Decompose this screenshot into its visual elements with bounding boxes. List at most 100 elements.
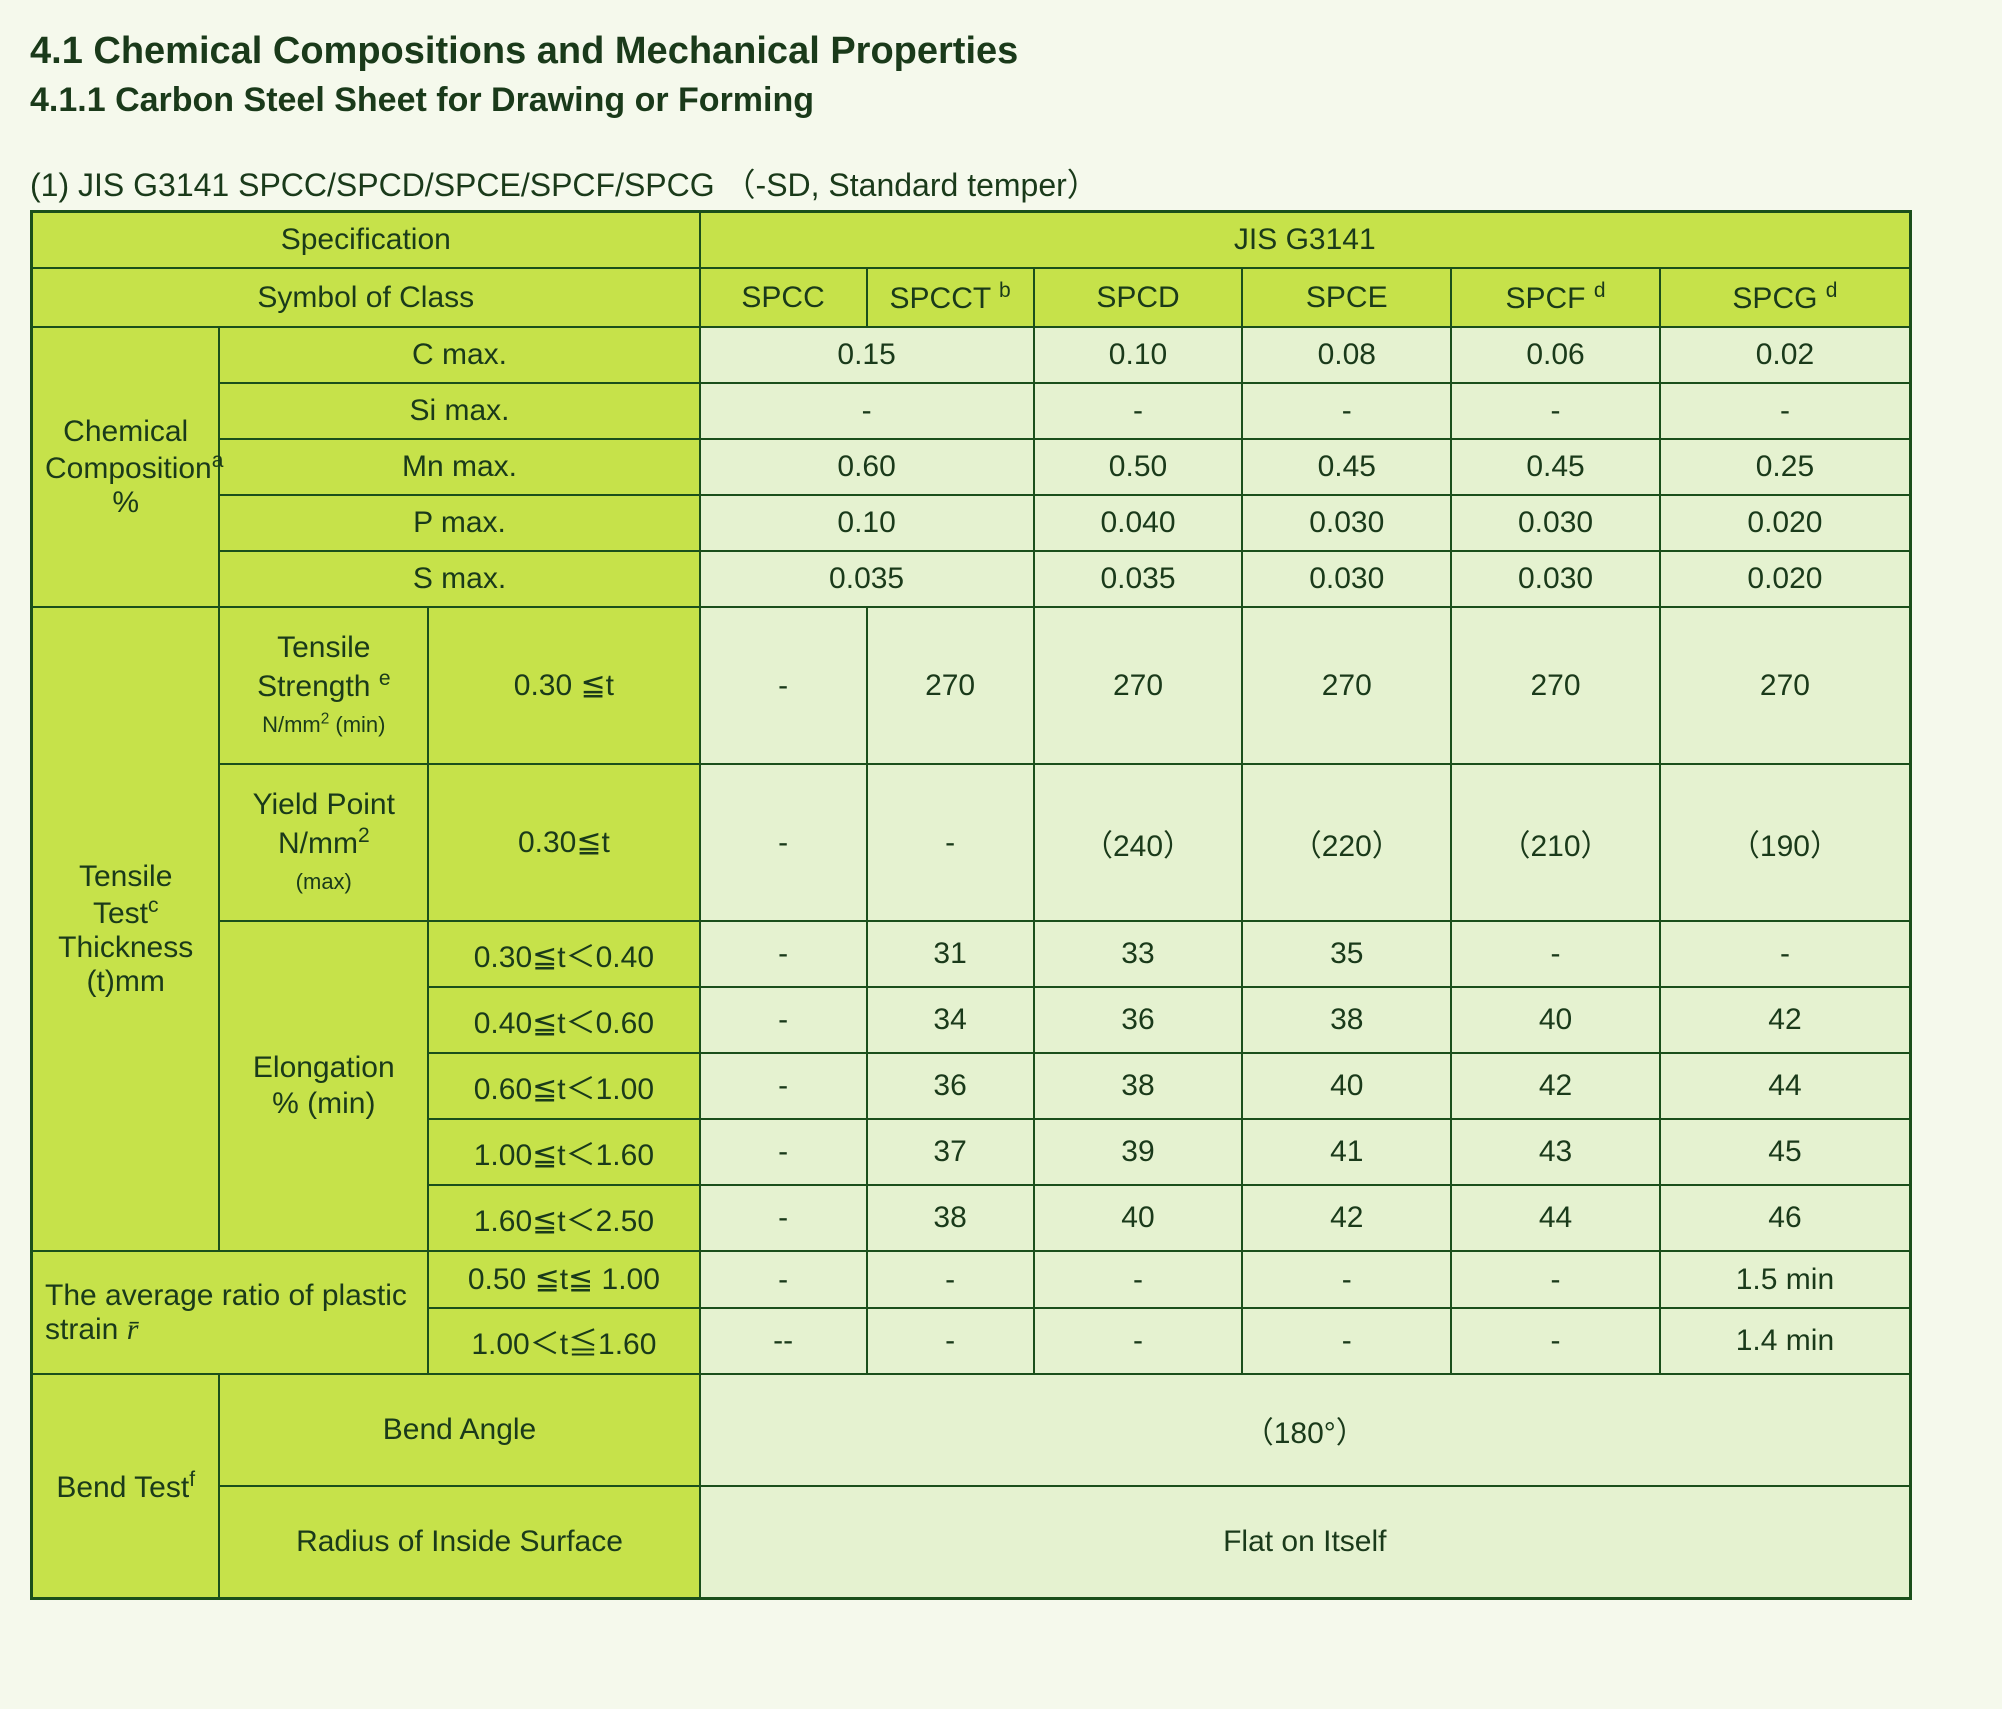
hdr-bend-radius: Radius of Inside Surface (219, 1486, 699, 1599)
hdr-chem-comp: ChemicalCompositiona% (32, 327, 220, 607)
plastic-val: - (1451, 1308, 1660, 1374)
chem-val: 0.040 (1034, 495, 1243, 551)
hdr-bend-test: Bend Testf (32, 1374, 220, 1599)
chem-val: 0.030 (1242, 551, 1451, 607)
elong-val: - (700, 987, 867, 1053)
elong-val: - (700, 1053, 867, 1119)
chem-val: 0.10 (1034, 327, 1243, 383)
bend-radius-value: Flat on Itself (700, 1486, 1911, 1599)
plastic-val: - (1242, 1308, 1451, 1374)
ts-val: 270 (1034, 607, 1243, 764)
table-caption-lhs: (1) JIS G3141 SPCC/SPCD/SPCE/SPCF/SPCG (30, 167, 715, 203)
chem-val: 0.60 (700, 439, 1034, 495)
hdr-yield-point: Yield PointN/mm2(max) (219, 764, 428, 921)
plastic-val: - (1242, 1251, 1451, 1308)
plastic-val: - (867, 1251, 1034, 1308)
ts-val: - (700, 607, 867, 764)
chem-row-3: P max. (219, 495, 699, 551)
hdr-tensile-test: Tensile TestcThickness(t)mm (32, 607, 220, 1251)
table-caption-rhs: （-SD, Standard temper） (724, 167, 1099, 203)
yp-thickness: 0.30≦t (428, 764, 699, 921)
elong-thickness-3: 1.00≦t＜1.60 (428, 1119, 699, 1185)
elong-val: 45 (1660, 1119, 1911, 1185)
chem-val: 0.50 (1034, 439, 1243, 495)
elong-val: 34 (867, 987, 1034, 1053)
bend-angle-value: （180°） (700, 1374, 1911, 1486)
hdr-symbol-of-class: Symbol of Class (32, 268, 700, 327)
ts-val: 270 (1242, 607, 1451, 764)
elong-thickness-0: 0.30≦t＜0.40 (428, 921, 699, 987)
chem-val: 0.10 (700, 495, 1034, 551)
elong-val: 38 (1034, 1053, 1243, 1119)
hdr-specification: Specification (32, 212, 700, 269)
chem-val: 0.06 (1451, 327, 1660, 383)
plastic-thickness-1: 1.00＜t≦1.60 (428, 1308, 699, 1374)
chem-val: - (1242, 383, 1451, 439)
chem-val: 0.15 (700, 327, 1034, 383)
ts-val: 270 (1660, 607, 1911, 764)
yp-val: （240） (1034, 764, 1243, 921)
hdr-class-SPCC: SPCC (700, 268, 867, 327)
elong-val: 42 (1660, 987, 1911, 1053)
plastic-val: 1.4 min (1660, 1308, 1911, 1374)
elong-val: 38 (867, 1185, 1034, 1251)
elong-val: 44 (1660, 1053, 1911, 1119)
elong-val: 44 (1451, 1185, 1660, 1251)
elong-val: 39 (1034, 1119, 1243, 1185)
elong-thickness-4: 1.60≦t＜2.50 (428, 1185, 699, 1251)
chem-val: 0.020 (1660, 495, 1911, 551)
elong-val: 37 (867, 1119, 1034, 1185)
elong-val: - (1451, 921, 1660, 987)
elong-val: 43 (1451, 1119, 1660, 1185)
chem-row-0: C max. (219, 327, 699, 383)
elong-val: - (1660, 921, 1911, 987)
hdr-class-SPCCT: SPCCT b (867, 268, 1034, 327)
chem-val: - (1660, 383, 1911, 439)
chem-val: 0.030 (1451, 551, 1660, 607)
elong-val: - (700, 1185, 867, 1251)
elong-val: 41 (1242, 1119, 1451, 1185)
table-caption: (1) JIS G3141 SPCC/SPCD/SPCE/SPCF/SPCG （… (30, 160, 1912, 206)
chem-val: - (1451, 383, 1660, 439)
spec-table: SpecificationJIS G3141Symbol of ClassSPC… (30, 210, 1912, 1600)
hdr-class-SPCD: SPCD (1034, 268, 1243, 327)
elong-val: 38 (1242, 987, 1451, 1053)
chem-val: 0.030 (1242, 495, 1451, 551)
plastic-thickness-0: 0.50 ≦t≦ 1.00 (428, 1251, 699, 1308)
chem-row-2: Mn max. (219, 439, 699, 495)
heading-2: 4.1.1 Carbon Steel Sheet for Drawing or … (30, 81, 1912, 120)
elong-val: 36 (867, 1053, 1034, 1119)
chem-val: 0.02 (1660, 327, 1911, 383)
plastic-val: - (1034, 1308, 1243, 1374)
ts-val: 270 (1451, 607, 1660, 764)
elong-val: 42 (1451, 1053, 1660, 1119)
plastic-val: - (867, 1308, 1034, 1374)
chem-val: 0.035 (700, 551, 1034, 607)
hdr-standard: JIS G3141 (700, 212, 1911, 269)
yp-val: （210） (1451, 764, 1660, 921)
elong-thickness-1: 0.40≦t＜0.60 (428, 987, 699, 1053)
plastic-val: - (700, 1251, 867, 1308)
elong-val: 33 (1034, 921, 1243, 987)
chem-row-1: Si max. (219, 383, 699, 439)
chem-val: 0.45 (1242, 439, 1451, 495)
chem-val: 0.45 (1451, 439, 1660, 495)
yp-val: - (700, 764, 867, 921)
chem-val: 0.020 (1660, 551, 1911, 607)
elong-val: 42 (1242, 1185, 1451, 1251)
elong-val: 31 (867, 921, 1034, 987)
chem-row-4: S max. (219, 551, 699, 607)
elong-val: 40 (1034, 1185, 1243, 1251)
hdr-class-SPCG: SPCG d (1660, 268, 1911, 327)
hdr-plastic-ratio: The average ratio of plasticstrain r̄ (32, 1251, 429, 1374)
chem-val: 0.08 (1242, 327, 1451, 383)
elong-val: - (700, 1119, 867, 1185)
plastic-val: -- (700, 1308, 867, 1374)
yp-val: （220） (1242, 764, 1451, 921)
chem-val: 0.25 (1660, 439, 1911, 495)
plastic-val: 1.5 min (1660, 1251, 1911, 1308)
chem-val: - (700, 383, 1034, 439)
chem-val: 0.035 (1034, 551, 1243, 607)
elong-val: 46 (1660, 1185, 1911, 1251)
ts-val: 270 (867, 607, 1034, 764)
